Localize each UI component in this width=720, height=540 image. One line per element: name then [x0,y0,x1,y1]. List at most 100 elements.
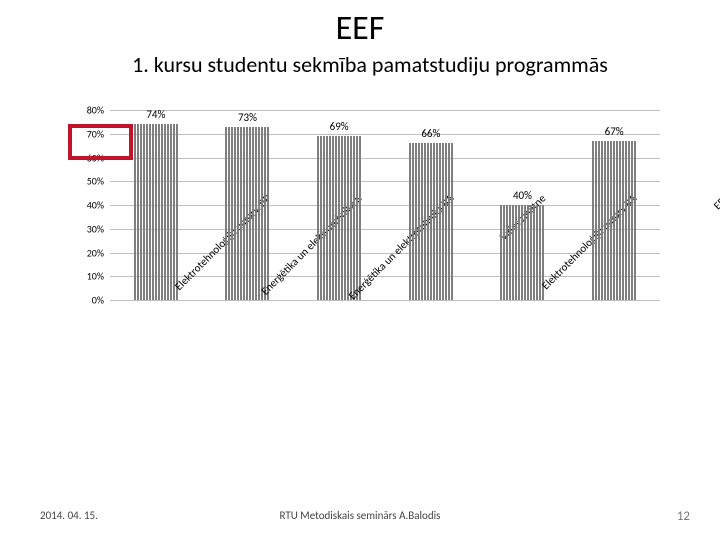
page-number: 12 [677,509,690,524]
bar [344,136,346,300]
bar [267,127,269,300]
page-title: EEF [0,0,720,49]
bar [231,127,233,300]
bar [246,127,248,300]
bar [140,124,142,300]
bar [158,124,160,300]
bar [341,136,343,300]
bar-value-label: 66% [385,127,477,140]
bar [173,124,175,300]
bar [613,141,615,300]
bar [338,136,340,300]
bar [445,143,447,300]
bar [353,136,355,300]
bar [619,141,621,300]
chart-category: 67%EEF [568,110,660,300]
bar [317,136,319,300]
bar-value-label: 74% [110,108,202,121]
grid-line [110,300,660,301]
bar [237,127,239,300]
bar [598,141,600,300]
bar [427,143,429,300]
bar [258,127,260,300]
y-axis-label: 50% [74,175,104,188]
chart-category: 40%Elektrotehnoloģiju datorv BA [477,110,569,300]
bar-value-label: 69% [293,120,385,133]
bar [243,127,245,300]
bar [264,127,266,300]
bar [350,136,352,300]
y-axis-label: 10% [74,270,104,283]
footer-caption: RTU Metodiskais seminārs A.Balodis [0,509,720,522]
bar [134,124,136,300]
bar [500,205,502,300]
bar [255,127,257,300]
bar [332,136,334,300]
bar [228,127,230,300]
bar [149,124,151,300]
bar [249,127,251,300]
chart-category: 73%Enerģētika un elektrotehnika K [202,110,294,300]
bar [161,124,163,300]
bar [604,141,606,300]
bar [143,124,145,300]
bar [225,127,227,300]
bar [607,141,609,300]
bar [601,141,603,300]
bar [451,143,453,300]
bar [320,136,322,300]
bar [176,124,178,300]
bar [530,205,532,300]
bar [424,143,426,300]
bar [625,141,627,300]
bar [433,143,435,300]
bar [436,143,438,300]
bar [418,143,420,300]
y-axis-label: 30% [74,222,104,235]
bar-value-label: 73% [202,111,294,124]
page-subtitle: 1. kursu studentu sekmība pamatstudiju p… [0,49,720,78]
bar [506,205,508,300]
bar [512,205,514,300]
bar [439,143,441,300]
bar [164,124,166,300]
bar [421,143,423,300]
bar [610,141,612,300]
bar [240,127,242,300]
y-axis-label: 80% [74,104,104,117]
bar [592,141,594,300]
bar [628,141,630,300]
bar [261,127,263,300]
y-axis-label: 0% [74,294,104,307]
bar [412,143,414,300]
bar [252,127,254,300]
bar [152,124,154,300]
bar [359,136,361,300]
bar [442,143,444,300]
bar [527,205,529,300]
bar [595,141,597,300]
bar [415,143,417,300]
bar-chart: 0%10%20%30%40%50%60%70%80%74%Elektrotehn… [70,110,670,400]
bar [137,124,139,300]
bar [430,143,432,300]
highlight-box [68,124,133,160]
bar [409,143,411,300]
bar [616,141,618,300]
bar [631,141,633,300]
bar [509,205,511,300]
bar [329,136,331,300]
chart-category: 66%Vides zinātne [385,110,477,300]
bar [167,124,169,300]
y-axis-label: 40% [74,199,104,212]
bar [622,141,624,300]
bar [515,205,517,300]
bar [170,124,172,300]
bar-value-label: 40% [477,189,569,202]
bar-value-label: 67% [568,125,660,138]
bar [503,205,505,300]
bar [146,124,148,300]
bar [155,124,157,300]
bar [347,136,349,300]
chart-category: 69%Enerģētika un elektrotehnika BA [293,110,385,300]
